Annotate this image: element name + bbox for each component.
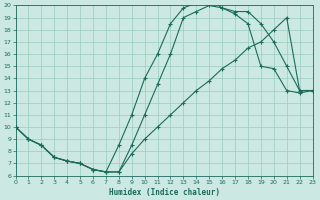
X-axis label: Humidex (Indice chaleur): Humidex (Indice chaleur) (108, 188, 220, 197)
